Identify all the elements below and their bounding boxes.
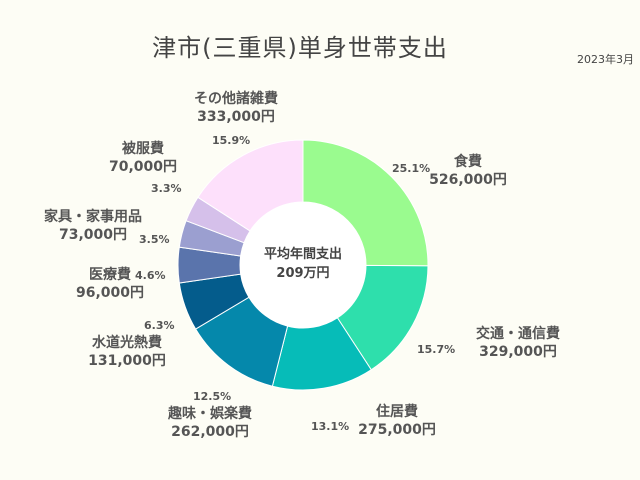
label-medical-amount: 96,000円	[75, 284, 145, 301]
pct-medical: 4.6%	[135, 269, 166, 282]
center-label-total: 209万円	[276, 265, 330, 281]
pct-clothing: 3.3%	[151, 182, 182, 195]
label-food-name: 食費	[454, 154, 482, 170]
label-housing: 住居費 275,000円	[347, 404, 447, 440]
label-other-name: その他諸雑費	[194, 91, 278, 107]
pct-hobby: 12.5%	[193, 390, 232, 403]
pct-utilities: 6.3%	[144, 319, 175, 332]
label-transport: 交通・通信費 329,000円	[458, 326, 578, 362]
center-label-title: 平均年間支出	[263, 247, 342, 262]
label-furniture-name: 家具・家事用品	[44, 209, 142, 225]
label-hobby: 趣味・娯楽費 262,000円	[150, 406, 270, 442]
date-label: 2023年3月	[577, 53, 634, 66]
center-label: 平均年間支出 209万円	[248, 246, 358, 284]
label-transport-name: 交通・通信費	[476, 326, 560, 342]
label-furniture-amount: 73,000円	[58, 226, 128, 243]
pct-food: 25.1%	[392, 162, 431, 175]
pct-furniture: 3.5%	[139, 233, 170, 246]
label-other-amount: 333,000円	[197, 108, 275, 125]
label-clothing-name: 被服費	[122, 141, 164, 157]
label-transport-amount: 329,000円	[479, 343, 557, 360]
label-food: 食費 526,000円	[418, 154, 518, 190]
pct-other: 15.9%	[212, 134, 251, 147]
label-housing-amount: 275,000円	[358, 421, 436, 438]
label-clothing: 被服費 70,000円	[98, 141, 188, 177]
pct-transport: 15.7%	[417, 343, 456, 356]
label-clothing-amount: 70,000円	[108, 158, 178, 175]
pct-housing: 13.1%	[311, 420, 350, 433]
label-medical: 医療費 96,000円	[60, 267, 160, 303]
label-utilities-name: 水道光熱費	[92, 335, 162, 351]
label-hobby-name: 趣味・娯楽費	[168, 406, 252, 422]
label-hobby-amount: 262,000円	[171, 423, 249, 440]
label-medical-name: 医療費	[89, 267, 131, 283]
label-utilities-amount: 131,000円	[88, 352, 166, 369]
donut-slice-8	[197, 139, 304, 232]
label-housing-name: 住居費	[376, 404, 418, 420]
chart-title: 津市(三重県)単身世帯支出	[152, 34, 448, 62]
donut-hole	[240, 202, 366, 328]
label-food-amount: 526,000円	[429, 171, 507, 188]
label-other: その他諸雑費 333,000円	[176, 91, 296, 127]
label-furniture: 家具・家事用品 73,000円	[30, 209, 156, 245]
label-utilities: 水道光熱費 131,000円	[72, 335, 182, 371]
